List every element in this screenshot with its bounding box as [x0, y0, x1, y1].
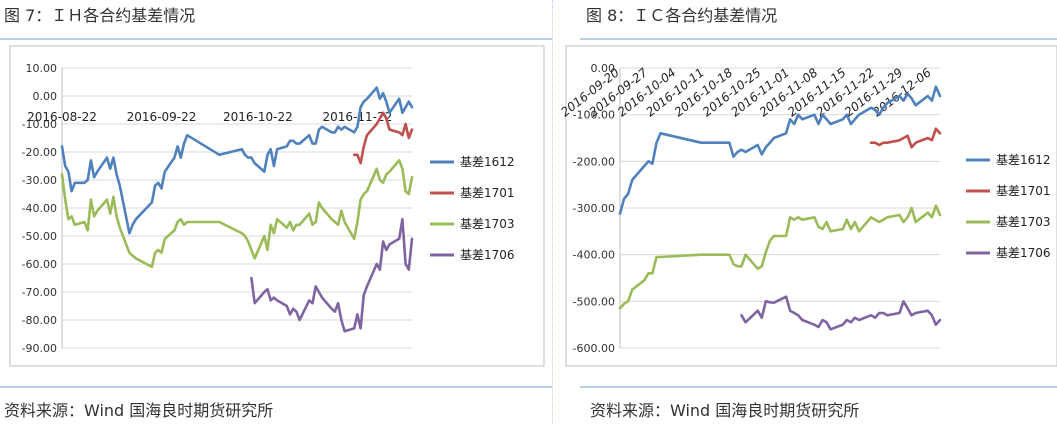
y-tick-label: -200.00 [573, 155, 615, 168]
y-tick-label: -90.00 [22, 342, 57, 355]
series-line [60, 86, 414, 235]
series-line [250, 217, 414, 333]
legend-label: 基差1701 [996, 184, 1051, 198]
y-tick-label: -50.00 [22, 230, 57, 243]
series-line [869, 127, 942, 149]
series-line [618, 204, 942, 310]
y-tick-label: -600.00 [573, 342, 615, 355]
figure-title: 图 7：ＩＨ各合约基差情况 [4, 6, 196, 25]
series-line [618, 85, 942, 215]
y-tick-label: -100.00 [573, 109, 615, 122]
title-rule [0, 38, 552, 40]
x-tick-label: 2016-11-22 [323, 110, 393, 124]
figure-source: 资料来源：Wind 国海良时期货研究所 [4, 401, 274, 420]
x-tick-label: 2016-10-22 [223, 110, 293, 124]
ic-basis-chart: 0.00 -100.00 -200.00 -300.00 -400.00 -500.00 -… [560, 45, 1057, 367]
series-line [740, 295, 942, 331]
y-tick-label: 0.00 [591, 62, 616, 75]
figure-title: 图 8：ＩＣ各合约基差情况 [586, 6, 778, 25]
y-tick-label: -70.00 [22, 286, 57, 299]
y-tick-label: -40.00 [22, 202, 57, 215]
series-line [60, 159, 414, 269]
chart-frame [565, 45, 1057, 367]
legend-label: 基差1612 [460, 155, 515, 169]
y-tick-label: -500.00 [573, 295, 615, 308]
y-tick-label: -20.00 [22, 146, 57, 159]
source-rule [0, 386, 552, 388]
source-rule [580, 386, 1057, 388]
y-tick-label: 0.00 [33, 90, 58, 103]
y-tick-label: -30.00 [22, 174, 57, 187]
x-tick-label: 2016-09-22 [127, 110, 197, 124]
y-tick-label: -60.00 [22, 258, 57, 271]
legend-label: 基差1703 [996, 215, 1051, 229]
figure-ih: 图 7：ＩＨ各合约基差情况 10.00 0.00 -10.00 -20.00 -30.0… [0, 6, 552, 420]
figure-source: 资料来源：Wind 国海良时期货研究所 [590, 401, 860, 420]
legend-label: 基差1706 [996, 246, 1051, 260]
legend-label: 基差1703 [460, 217, 515, 231]
chart-frame [9, 45, 545, 367]
y-tick-label: -300.00 [573, 202, 615, 215]
panel-separator [552, 0, 553, 424]
legend-label: 基差1701 [460, 186, 515, 200]
y-tick-label: 10.00 [26, 62, 58, 75]
x-tick-label: 2016-08-22 [27, 110, 97, 124]
y-tick-label: -80.00 [22, 314, 57, 327]
legend-label: 基差1706 [460, 248, 515, 262]
title-rule [580, 38, 1057, 40]
y-tick-label: -10.00 [22, 118, 57, 131]
ih-basis-chart: 10.00 0.00 -10.00 -20.00 -30.00 -40.00 -50.00 -… [9, 45, 545, 367]
series-line [352, 111, 414, 165]
y-tick-label: -400.00 [573, 249, 615, 262]
figure-ic: 图 8：ＩＣ各合约基差情况 0.00 -100.00 -200.00 -300.00 -… [560, 0, 1057, 424]
legend-label: 基差1612 [996, 153, 1051, 167]
